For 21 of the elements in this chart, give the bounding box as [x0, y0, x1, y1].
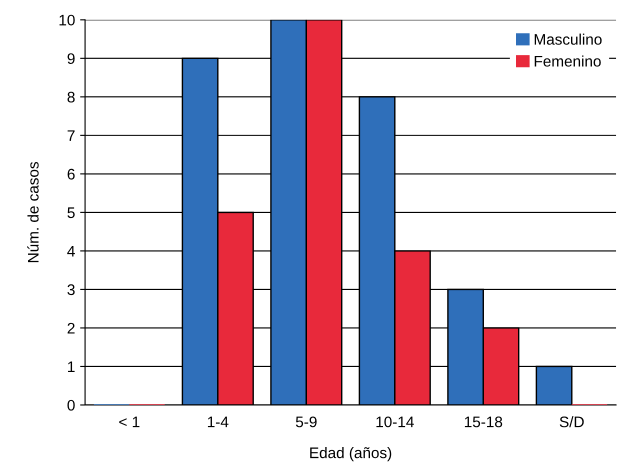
y-tick-label: 8 [68, 92, 75, 103]
legend-label: Masculino [534, 34, 602, 45]
y-axis-title: Núm. de casos [27, 162, 39, 262]
y-tick-label: 10 [60, 14, 75, 26]
x-tick-label: S/D [560, 416, 584, 428]
y-tick-label: 6 [68, 168, 75, 180]
x-tick-label: 1-4 [208, 416, 228, 428]
x-tick-label: 5-9 [296, 416, 317, 428]
y-tick-label: 4 [67, 246, 75, 256]
y-tick-label: 7 [68, 130, 75, 141]
y-tick-label: 9 [68, 53, 75, 64]
x-tick-label: < 1 [119, 416, 140, 428]
y-tick-label: 2 [68, 322, 75, 334]
y-tick-label: 1 [68, 361, 75, 372]
y-tick-label: 0 [67, 400, 75, 411]
x-tick-label: 15-18 [464, 416, 502, 428]
y-tick-label: 3 [67, 284, 75, 296]
y-tick-label: 5 [67, 207, 75, 218]
legend-label: Femenino [534, 55, 601, 67]
x-tick-label: 10-14 [376, 416, 414, 428]
x-axis-title: Edad (años) [310, 446, 392, 462]
